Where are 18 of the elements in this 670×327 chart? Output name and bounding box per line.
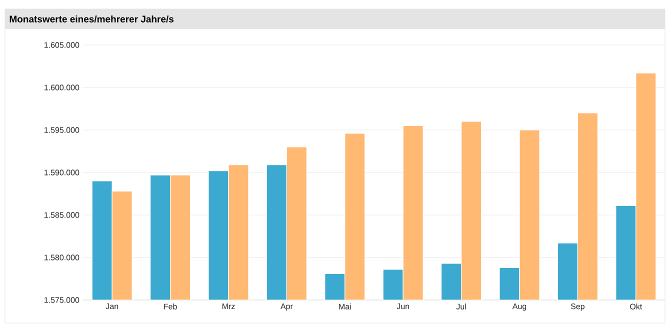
- x-tick-label: Okt: [630, 304, 642, 310]
- x-tick-label: Mrz: [222, 304, 235, 310]
- x-tick-label: Aug: [512, 304, 526, 311]
- y-tick-label: 1.605.000: [44, 42, 80, 48]
- x-tick-label: Sep: [570, 304, 584, 311]
- y-tick-label: 1.575.000: [44, 297, 80, 303]
- y-tick-label: 1.590.000: [44, 170, 80, 176]
- x-tick-label: Jun: [396, 304, 410, 310]
- x-tick-label: Jan: [106, 304, 118, 310]
- y-tick-label: 1.585.000: [44, 212, 80, 218]
- y-tick-label: 1.600.000: [44, 84, 80, 90]
- x-tick-label: Mai: [339, 304, 351, 310]
- x-tick-label: Feb: [164, 304, 177, 310]
- y-tick-label: 1.595.000: [44, 127, 80, 133]
- y-tick-label: 1.580.000: [44, 254, 80, 260]
- chart-title: Monatswerte eines/mehrerer Jahre/s: [10, 15, 174, 23]
- x-tick-label: Apr: [280, 304, 293, 311]
- x-tick-label: Jul: [456, 304, 466, 310]
